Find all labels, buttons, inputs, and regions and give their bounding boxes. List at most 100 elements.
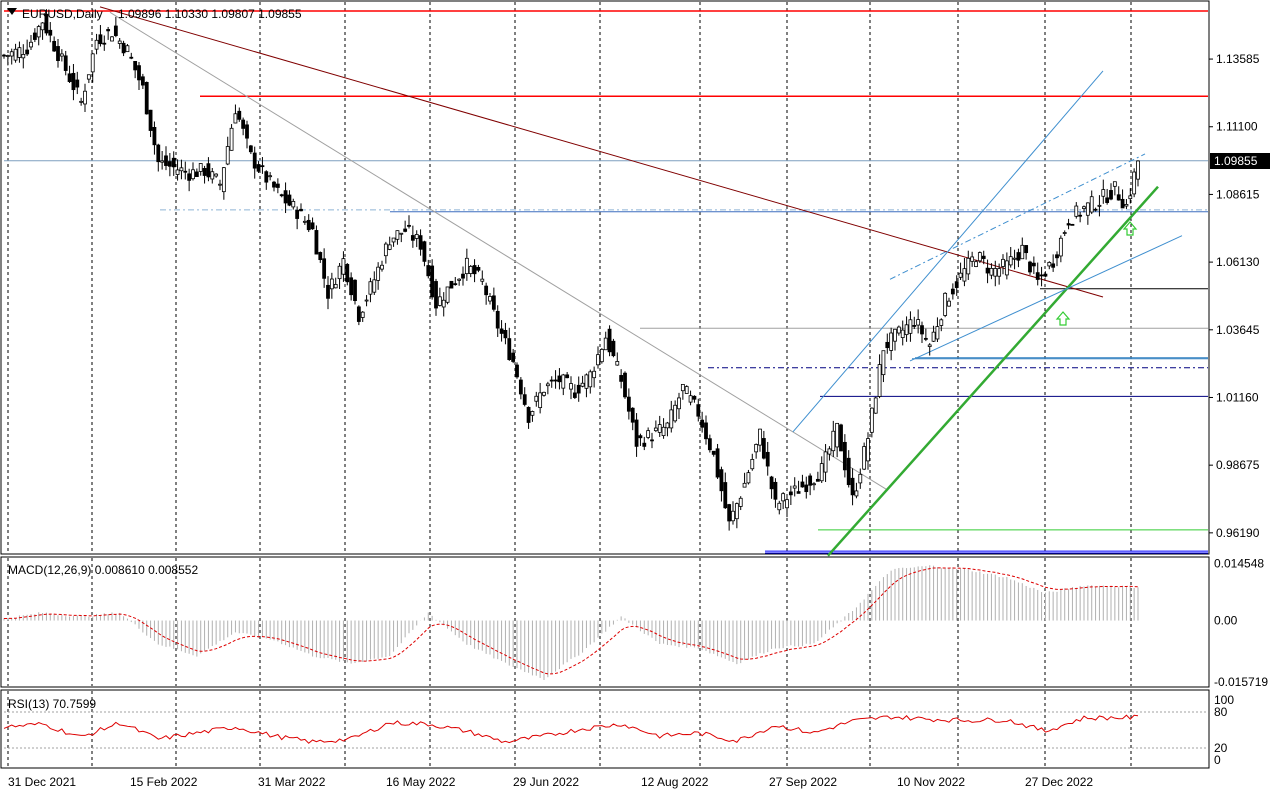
candle-body xyxy=(260,165,265,168)
candle-body xyxy=(387,244,392,250)
candle-body xyxy=(225,146,230,165)
candle-body xyxy=(36,26,41,38)
candle-body xyxy=(584,374,589,389)
candle-body xyxy=(187,173,192,181)
candle-body xyxy=(761,438,766,459)
candle-body xyxy=(376,266,381,281)
candle-body xyxy=(642,442,647,447)
candle-body xyxy=(179,167,184,172)
candle-body xyxy=(1016,252,1021,261)
candle-body xyxy=(1035,272,1040,280)
candle-body xyxy=(79,100,84,103)
candle-body xyxy=(191,169,195,180)
candle-body xyxy=(626,396,631,412)
candle-body xyxy=(603,337,608,351)
candle-body xyxy=(765,451,770,467)
candle-body xyxy=(17,47,22,58)
candle-body xyxy=(356,306,361,322)
candle-body xyxy=(83,90,87,105)
date-label: 12 Aug 2022 xyxy=(641,775,709,789)
candle-body xyxy=(318,252,323,261)
candle-body xyxy=(611,340,616,357)
candle-body xyxy=(171,157,176,168)
price-panel[interactable] xyxy=(0,0,1210,555)
candle-body xyxy=(692,395,697,400)
candle-body xyxy=(534,395,539,402)
candle-body xyxy=(815,478,820,482)
candle-body xyxy=(808,475,813,486)
candle-body xyxy=(812,483,816,486)
candle-body xyxy=(638,435,643,439)
candle-body xyxy=(1074,205,1079,217)
price-tick-label: 1.11100 xyxy=(1216,120,1258,134)
vertical-gridlines xyxy=(7,2,1132,767)
candle-body xyxy=(684,386,689,394)
candle-body xyxy=(148,109,153,131)
candle-body xyxy=(121,42,126,54)
symbol-label: EURUSD,Daily xyxy=(22,7,103,21)
candle-body xyxy=(885,341,890,349)
candle-body xyxy=(947,300,951,307)
ohlc-values: 1.09896 1.10330 1.09807 1.09855 xyxy=(118,7,302,21)
candle-body xyxy=(241,119,246,129)
candle-body xyxy=(1136,160,1140,180)
candle-body xyxy=(785,499,789,509)
candle-body xyxy=(711,450,716,455)
candle-body xyxy=(426,265,431,277)
candle-body xyxy=(576,384,581,394)
candle-body xyxy=(580,382,585,387)
candle-body xyxy=(881,350,886,376)
candle-body xyxy=(1024,245,1029,254)
candle-body xyxy=(823,451,828,473)
candle-body xyxy=(1120,198,1125,209)
candle-body xyxy=(993,268,998,277)
candle-body xyxy=(545,383,550,387)
candle-body xyxy=(719,469,724,492)
candle-body xyxy=(854,490,859,497)
date-axis-labels: 31 Dec 2021 15 Feb 2022 31 Mar 2022 16 May … xyxy=(8,775,1093,789)
candle-body xyxy=(680,383,685,392)
candle-body xyxy=(422,241,427,262)
date-label: 27 Sep 2022 xyxy=(769,775,837,789)
candle-body xyxy=(646,430,651,438)
candle-body xyxy=(156,144,161,163)
candle-body xyxy=(434,281,438,309)
arrows xyxy=(1055,221,1138,326)
candle-body xyxy=(314,230,319,255)
candle-body xyxy=(67,73,72,82)
candle-body xyxy=(707,438,712,451)
candle-body xyxy=(1132,171,1137,195)
candle-body xyxy=(272,181,276,188)
candle-body xyxy=(337,265,342,280)
candle-body xyxy=(750,459,755,470)
candle-body xyxy=(302,220,307,223)
candle-body xyxy=(457,278,462,281)
candle-body xyxy=(704,422,708,440)
candle-body xyxy=(1070,223,1075,226)
candle-body xyxy=(572,392,577,398)
candle-body xyxy=(788,491,793,496)
candle-body xyxy=(414,234,419,239)
candle-body xyxy=(113,25,118,36)
candle-body xyxy=(2,54,6,57)
current-price-tag xyxy=(1210,153,1270,169)
candle-body xyxy=(499,328,504,334)
candle-body xyxy=(511,352,516,362)
rsi-panel[interactable] xyxy=(0,689,1210,769)
dropdown-triangle-icon[interactable] xyxy=(7,8,17,15)
candle-body xyxy=(102,42,107,45)
candle-body xyxy=(206,163,211,178)
candle-body xyxy=(1039,274,1044,277)
candle-body xyxy=(939,319,944,326)
macd-panel[interactable] xyxy=(0,556,1210,688)
candle-body xyxy=(484,285,489,296)
candle-body xyxy=(110,36,114,42)
candle-body xyxy=(920,325,924,335)
candle-body xyxy=(974,261,978,267)
candle-body xyxy=(1093,208,1098,211)
candle-body xyxy=(488,296,492,302)
candle-body xyxy=(715,448,720,478)
candle-body xyxy=(599,348,604,363)
price-tick-label: 1.06130 xyxy=(1216,255,1260,269)
